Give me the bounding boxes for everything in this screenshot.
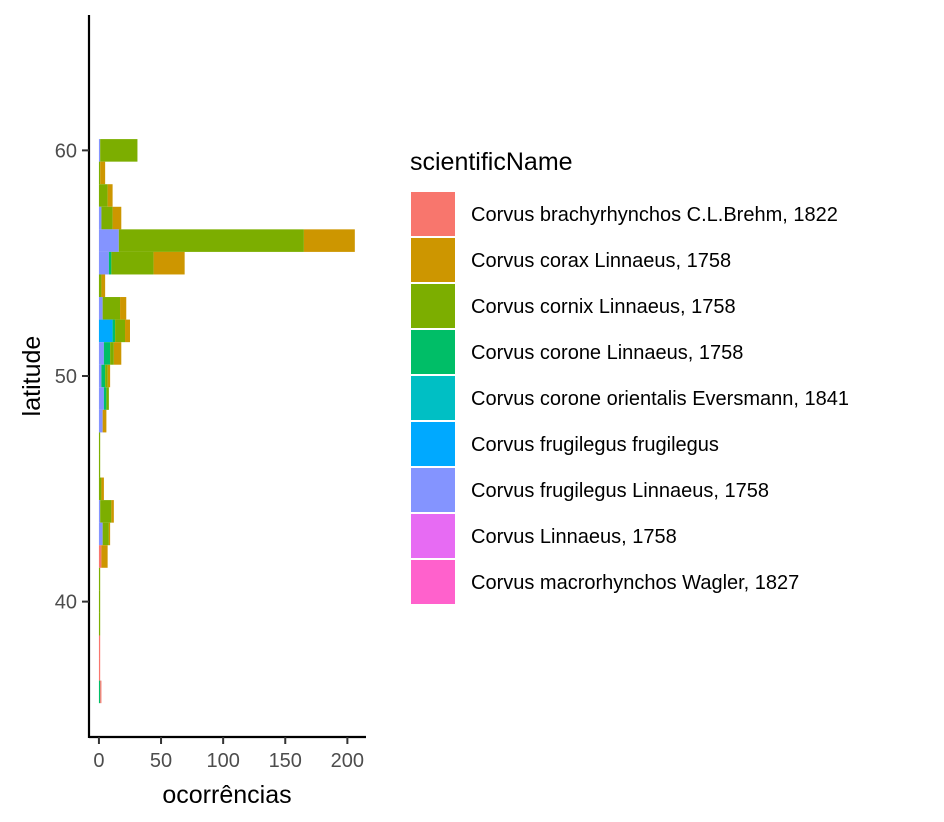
x-axis-ticks: 0 50 100 150 200 bbox=[93, 737, 364, 772]
legend-key bbox=[411, 192, 455, 236]
bar-segment bbox=[98, 206, 102, 230]
bar-segment bbox=[108, 251, 112, 275]
bar-segment bbox=[98, 229, 119, 252]
bar-segment bbox=[100, 680, 102, 704]
y-tick-label: 40 bbox=[55, 592, 77, 614]
bar-segment bbox=[111, 500, 114, 523]
legend-key bbox=[411, 284, 455, 328]
legend-key bbox=[411, 514, 455, 558]
bar-segment bbox=[98, 635, 101, 659]
bar-segment bbox=[120, 297, 127, 320]
bar-segment bbox=[98, 658, 101, 681]
bar-segment bbox=[111, 251, 154, 275]
x-tick-label: 0 bbox=[93, 750, 104, 772]
bar-segment bbox=[98, 139, 101, 162]
bar-segment bbox=[98, 251, 109, 275]
y-tick-label: 50 bbox=[55, 366, 77, 388]
bar-segment bbox=[115, 319, 126, 343]
x-tick-label: 200 bbox=[331, 750, 364, 772]
legend-label: Corvus corax Linnaeus, 1758 bbox=[471, 250, 731, 272]
bar-segment bbox=[113, 342, 122, 365]
bar-segment bbox=[101, 274, 106, 298]
y-axis-title: latitude bbox=[18, 336, 46, 417]
bar-segment bbox=[98, 680, 101, 704]
legend-key bbox=[411, 238, 455, 282]
bar-segment bbox=[101, 206, 113, 230]
y-tick-label: 60 bbox=[55, 140, 77, 162]
legend-label: Corvus corone Linnaeus, 1758 bbox=[471, 342, 743, 364]
bar-segment bbox=[98, 364, 102, 388]
bars-layer bbox=[98, 139, 355, 704]
x-axis-title: ocorrências bbox=[162, 781, 291, 809]
bar-segment bbox=[110, 342, 114, 365]
bar-segment bbox=[100, 139, 138, 162]
bar-segment bbox=[101, 364, 106, 388]
bar-segment bbox=[100, 161, 106, 185]
bar-segment bbox=[98, 500, 101, 523]
bar-segment bbox=[98, 590, 101, 613]
bar-segment bbox=[153, 251, 185, 275]
x-tick-label: 100 bbox=[206, 750, 239, 772]
x-tick-label: 150 bbox=[269, 750, 302, 772]
bar-segment bbox=[107, 364, 111, 388]
bar-segment bbox=[107, 184, 113, 207]
legend-title: scientificName bbox=[410, 148, 573, 176]
y-axis-ticks: 40 50 60 bbox=[55, 140, 89, 614]
legend-label: Corvus brachyrhynchos C.L.Brehm, 1822 bbox=[471, 204, 838, 226]
legend-label: Corvus corone orientalis Eversmann, 1841 bbox=[471, 388, 849, 410]
bar-segment bbox=[101, 477, 104, 501]
bar-segment bbox=[98, 409, 103, 433]
bar-segment bbox=[98, 161, 101, 185]
legend-label: Corvus frugilegus Linnaeus, 1758 bbox=[471, 480, 769, 502]
legend-key bbox=[411, 422, 455, 466]
bar-segment bbox=[125, 319, 130, 343]
legend-key bbox=[411, 560, 455, 604]
legend: scientificName Corvus brachyrhynchos C.L… bbox=[410, 148, 849, 604]
bar-segment bbox=[98, 297, 103, 320]
bar-segment bbox=[98, 184, 108, 207]
bar-segment bbox=[108, 522, 111, 546]
bar-segment bbox=[98, 454, 101, 478]
bar-segment bbox=[118, 229, 304, 252]
bar-segment bbox=[98, 612, 101, 636]
legend-label: Corvus cornix Linnaeus, 1758 bbox=[471, 296, 736, 318]
bar-segment bbox=[98, 387, 104, 410]
legend-label: Corvus Linnaeus, 1758 bbox=[471, 526, 677, 548]
bar-segment bbox=[303, 229, 355, 252]
legend-entries: Corvus brachyrhynchos C.L.Brehm, 1822 Cor… bbox=[411, 192, 849, 604]
bar-segment bbox=[106, 387, 109, 410]
x-tick-label: 50 bbox=[150, 750, 172, 772]
legend-key bbox=[411, 468, 455, 512]
bar-segment bbox=[112, 206, 122, 230]
bar-segment bbox=[98, 522, 103, 546]
legend-key bbox=[411, 330, 455, 374]
bar-segment bbox=[112, 319, 116, 343]
bar-segment bbox=[103, 342, 111, 365]
bar-segment bbox=[98, 567, 101, 591]
bar-segment bbox=[98, 342, 104, 365]
legend-key bbox=[411, 376, 455, 420]
bar-segment bbox=[102, 409, 107, 433]
bar-segment bbox=[98, 432, 101, 455]
legend-label: Corvus frugilegus frugilegus bbox=[471, 434, 719, 456]
bar-segment bbox=[101, 545, 108, 568]
bar-segment bbox=[100, 500, 112, 523]
bar-segment bbox=[98, 477, 102, 501]
bar-segment bbox=[102, 297, 121, 320]
bar-segment bbox=[103, 387, 107, 410]
bar-segment bbox=[105, 364, 108, 388]
legend-label: Corvus macrorhynchos Wagler, 1827 bbox=[471, 572, 799, 594]
bar-segment bbox=[98, 545, 102, 568]
bar-segment bbox=[98, 274, 102, 298]
bar-segment bbox=[98, 319, 113, 343]
bar-segment bbox=[102, 522, 109, 546]
